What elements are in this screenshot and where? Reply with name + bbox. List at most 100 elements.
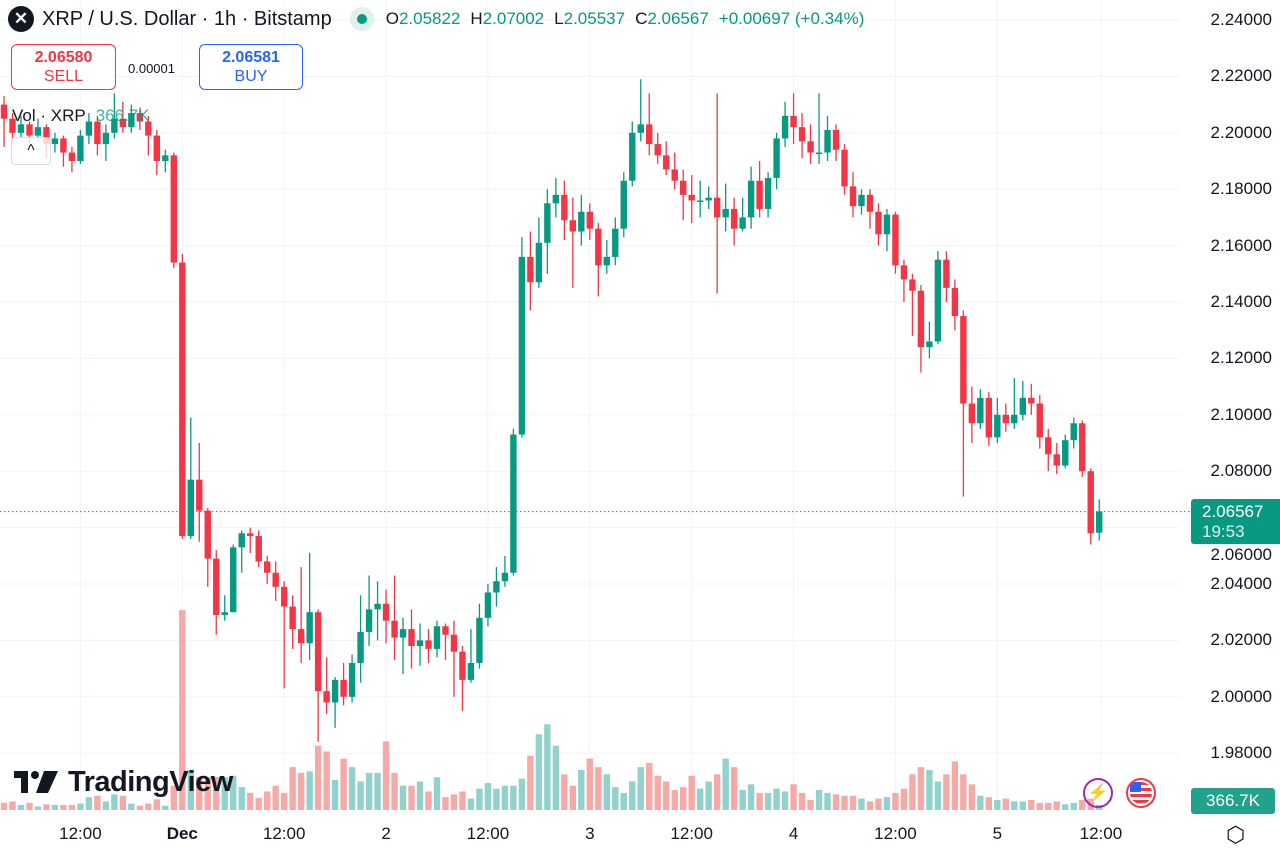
volume-bar (365, 772, 373, 810)
volume-bar (629, 781, 636, 810)
volume-bar (340, 758, 347, 810)
candle-body (85, 121, 93, 136)
volume-bar (102, 801, 110, 810)
candle-body (1019, 397, 1026, 415)
volume-bar (297, 772, 305, 810)
candle-body (314, 612, 322, 692)
volume-bar (680, 787, 687, 810)
candle-body (747, 180, 755, 218)
volume-bar (841, 795, 848, 810)
volume-bar (408, 785, 415, 810)
lightning-event-icon[interactable]: ⚡ (1083, 778, 1113, 808)
volume-bar (883, 797, 891, 810)
symbol-title[interactable]: XRP / U.S. Dollar · 1h · Bitstamp (42, 7, 332, 30)
candle-body (994, 414, 1001, 438)
candle-body (713, 197, 721, 218)
collapse-legend-button[interactable]: ^ (11, 137, 51, 165)
buy-price: 2.06581 (222, 49, 280, 66)
candle-body (204, 510, 211, 559)
candle-body (221, 612, 228, 616)
volume-bar (544, 724, 551, 810)
candle-body (416, 640, 424, 647)
ohlc-legend: O2.05822 H2.07002 L2.05537 C2.06567 +0.0… (386, 9, 865, 29)
candle-body (773, 138, 780, 178)
volume-bar (960, 774, 967, 810)
price-axis-label: 2.24000 (1210, 10, 1272, 29)
volume-bar (1079, 800, 1086, 810)
candle-body (807, 141, 814, 153)
volume-bar (926, 770, 933, 810)
candle-body (535, 242, 543, 283)
candle-body (781, 115, 789, 139)
candle-body (595, 228, 602, 266)
volume-bar (1028, 800, 1035, 810)
candle-body (900, 265, 908, 280)
candle-body (612, 228, 619, 257)
volume-bar (909, 774, 916, 810)
candle-body (374, 603, 381, 610)
candle-body (883, 214, 891, 235)
candle-body (866, 194, 874, 212)
chevron-up-icon: ^ (27, 142, 35, 159)
price-axis-label: 2.14000 (1210, 292, 1272, 311)
candle-body (51, 138, 59, 145)
volume-bar (730, 767, 738, 810)
volume-bar (943, 774, 950, 810)
time-axis-label: 2 (381, 824, 391, 843)
volume-bar (620, 792, 627, 810)
volume-bar (51, 805, 59, 810)
volume-bar (917, 767, 925, 810)
candle-body (544, 203, 551, 243)
volume-bar (696, 788, 704, 810)
time-axis-label: 3 (585, 824, 595, 843)
candle-body (145, 121, 152, 136)
candle-body (603, 256, 610, 266)
candle-body (943, 259, 950, 288)
candle-body (476, 617, 483, 663)
candle-body (323, 691, 330, 703)
close-label: C (635, 9, 648, 28)
candle-body (671, 169, 678, 181)
settings-hexagon-icon[interactable]: ⬡ (1226, 822, 1246, 847)
volume-bar (849, 795, 857, 810)
volume-bar (1002, 798, 1010, 810)
sell-button[interactable]: 2.06580 SELL (11, 44, 116, 90)
volume-bar (306, 771, 313, 810)
price-axis-label: 2.10000 (1210, 404, 1272, 424)
candle-body (960, 316, 967, 404)
candle-body (196, 479, 203, 511)
volume-bar (94, 795, 101, 810)
volume-bar (162, 805, 169, 810)
candle-body (569, 220, 577, 232)
volume-bar (578, 770, 585, 810)
candle-body (849, 186, 857, 207)
volume-bar (977, 795, 984, 810)
volume-bar (433, 777, 441, 810)
volume-bar (586, 758, 594, 810)
candle-body (552, 194, 560, 204)
candle-body (696, 200, 704, 202)
candle-body (875, 211, 882, 235)
tradingview-logo: TradingView (14, 766, 233, 799)
candle-body (119, 118, 127, 128)
volume-bar (1053, 801, 1060, 810)
candle-body (153, 135, 161, 161)
time-axis-label: 12:00 (59, 824, 102, 843)
candle-body (858, 194, 865, 207)
price-axis-label: 1.98000 (1210, 743, 1272, 763)
symbol-header: ✕ XRP / U.S. Dollar · 1h · Bitstamp O2.0… (8, 6, 864, 32)
candle-body (1096, 511, 1103, 533)
volume-bar (1036, 802, 1043, 810)
candle-body (365, 609, 373, 632)
us-flag-icon[interactable] (1126, 778, 1156, 808)
price-axis-label: 2.04000 (1210, 574, 1272, 593)
candle-body (0, 104, 8, 119)
candle-body (968, 403, 976, 424)
candle-body (280, 586, 288, 607)
buy-button[interactable]: 2.06581 BUY (199, 44, 303, 90)
candle-body (170, 155, 177, 263)
volume-bar (416, 781, 424, 810)
volume-bar (128, 803, 135, 810)
volume-bar (60, 805, 67, 810)
